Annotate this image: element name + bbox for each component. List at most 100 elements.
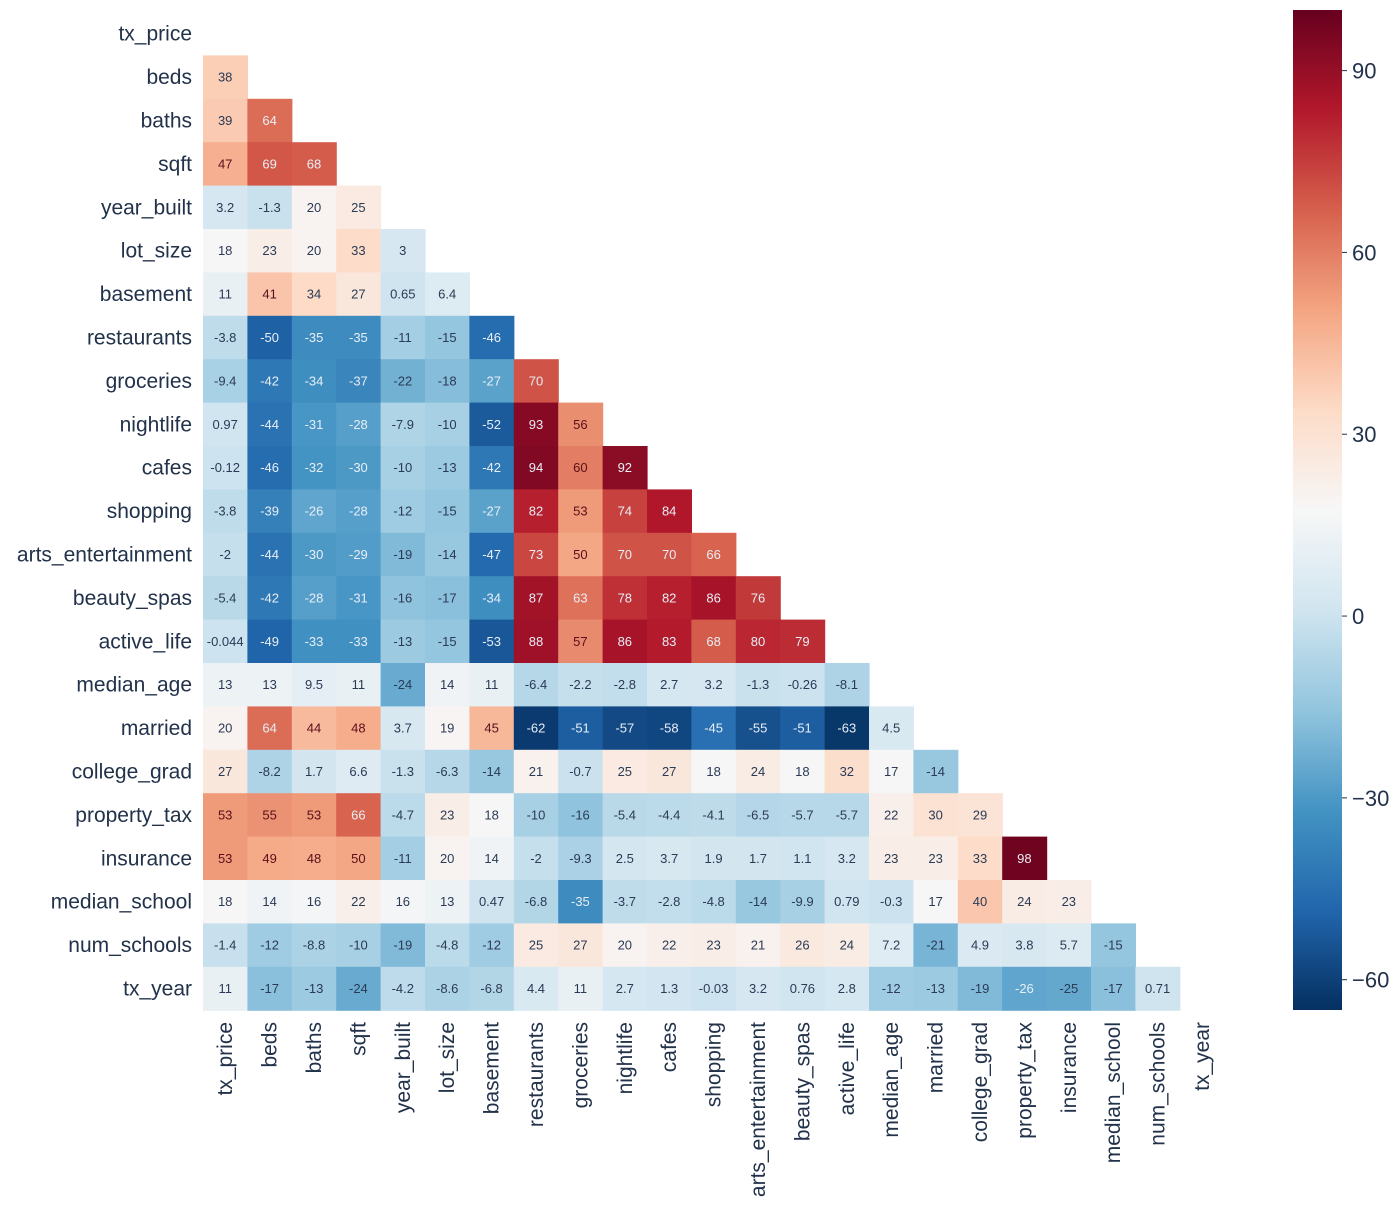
cell-value-label: -30 (349, 460, 368, 475)
cell-value-label: 64 (262, 721, 276, 736)
heatmap-cell-restaurants-year_built (380, 315, 426, 360)
cell-value-label: -8.8 (303, 938, 325, 953)
cell-value-label: -53 (482, 634, 501, 649)
heatmap-cell-insurance-arts_entertainment (735, 836, 781, 881)
heatmap-cell-beauty_spas-cafes (647, 576, 692, 621)
heatmap-cell-num_schools-groceries (558, 923, 604, 968)
cell-value-label: -28 (305, 590, 324, 605)
cell-value-label: -4.8 (702, 894, 724, 909)
cell-value-label: 27 (573, 938, 587, 953)
heatmap-cell-num_schools-arts_entertainment (735, 923, 781, 968)
cell-value-label: -16 (571, 807, 590, 822)
cell-value-label: 4.5 (882, 721, 900, 736)
heatmap-cell-active_life-lot_size (425, 619, 470, 664)
y-tick-label-num_schools: num_schools (68, 934, 192, 957)
x-tick-label-shopping: shopping (703, 1022, 726, 1107)
y-tick-label-tx_price: tx_price (118, 23, 192, 46)
colorbar-gradient (1293, 10, 1342, 1010)
heatmap-cell-groceries-lot_size (425, 359, 470, 404)
cell-value-label: -12 (393, 504, 412, 519)
cell-value-label: 23 (262, 243, 276, 258)
x-tick-label-tx_price: tx_price (214, 1022, 237, 1096)
cell-value-label: 33 (973, 851, 987, 866)
y-tick-label-lot_size: lot_size (121, 240, 192, 263)
heatmap-cell-property_tax-tx_price (203, 793, 248, 838)
heatmap-cell-nightlife-tx_price (203, 402, 248, 447)
cell-value-label: -29 (349, 547, 368, 562)
cell-value-label: 82 (662, 590, 676, 605)
x-tick-label-beauty_spas: beauty_spas (791, 1022, 814, 1141)
cell-value-label: -34 (482, 590, 501, 605)
heatmap-cell-tx_year-sqft (336, 966, 382, 1011)
heatmap-cell-insurance-baths (291, 836, 337, 881)
heatmap-cell-insurance-college_grad (957, 836, 1003, 881)
cell-value-label: 3.2 (838, 851, 856, 866)
heatmap-cell-tx_year-num_schools (1135, 966, 1181, 1011)
heatmap-cell-num_schools-median_age (869, 923, 914, 968)
colorbar-tick-label: 30 (1352, 422, 1376, 447)
heatmap-cell-median_age-baths (291, 663, 337, 707)
heatmap-cell-baths-beds (247, 98, 293, 143)
cell-value-label: 17 (928, 894, 942, 909)
heatmap-cell-insurance-sqft (336, 836, 382, 881)
cell-value-label: -0.03 (699, 981, 729, 996)
cell-value-label: 79 (795, 634, 809, 649)
cell-value-label: -19 (971, 981, 990, 996)
colorbar-tick-label: 60 (1352, 240, 1376, 265)
cell-value-label: -26 (1015, 981, 1034, 996)
cell-value-label: 2.8 (838, 981, 856, 996)
cell-value-label: 11 (218, 287, 232, 302)
heatmap-cell-insurance-active_life (824, 836, 870, 881)
heatmap-cell-basement-sqft (336, 272, 382, 317)
cell-value-label: 48 (307, 851, 321, 866)
heatmap-cell-year_built-sqft (336, 185, 382, 230)
heatmap-cell-insurance-year_built (380, 836, 426, 881)
cell-value-label: 83 (662, 634, 676, 649)
heatmap-cell-median_school-insurance (1046, 880, 1092, 924)
heatmap-cell-median_school-lot_size (425, 880, 470, 924)
heatmap-cell-cafes-lot_size (425, 446, 470, 490)
cell-value-label: -10 (393, 460, 412, 475)
heatmap-cell-property_tax-active_life (824, 793, 870, 838)
cell-value-label: 53 (218, 851, 232, 866)
cell-value-label: 3.7 (394, 721, 412, 736)
heatmap-cell-cafes-year_built (380, 446, 426, 490)
cell-value-label: 25 (351, 200, 365, 215)
cell-value-label: -30 (305, 547, 324, 562)
cell-value-label: -62 (527, 721, 546, 736)
heatmap-cell-shopping-nightlife (602, 489, 648, 534)
cell-value-label: -8.6 (436, 981, 458, 996)
heatmap-cell-median_school-college_grad (957, 880, 1003, 924)
heatmap-cell-tx_year-lot_size (425, 966, 470, 1011)
heatmap-cell-property_tax-beds (247, 793, 293, 838)
heatmap-cell-insurance-shopping (691, 836, 737, 881)
heatmap-cell-groceries-beds (247, 359, 293, 404)
heatmap-cell-nightlife-beds (247, 402, 293, 447)
cell-value-label: -45 (704, 721, 723, 736)
y-tick-label-basement: basement (100, 283, 192, 306)
heatmap-cell-lot_size-beds (247, 229, 293, 273)
heatmap-cell-median_school-year_built (380, 880, 426, 924)
heatmap-cell-college_grad-married (913, 749, 959, 794)
cell-value-label: -3.8 (214, 330, 236, 345)
heatmap-cell-tx_year-property_tax (1002, 966, 1048, 1011)
cell-value-label: 88 (529, 634, 543, 649)
heatmap-cell-beauty_spas-nightlife (602, 576, 648, 621)
heatmap-cell-property_tax-sqft (336, 793, 382, 838)
cell-value-label: 18 (218, 894, 232, 909)
heatmap-cell-num_schools-sqft (336, 923, 382, 968)
heatmap-cell-property_tax-college_grad (957, 793, 1003, 838)
cell-value-label: -4.2 (392, 981, 414, 996)
heatmap-cell-median_school-shopping (691, 880, 737, 924)
cell-value-label: 2.7 (660, 677, 678, 692)
heatmap-cell-median_age-beauty_spas (780, 663, 826, 707)
cell-value-label: -8.1 (836, 677, 858, 692)
cell-value-label: 1.3 (660, 981, 678, 996)
heatmap-cell-arts_entertainment-year_built (380, 532, 426, 577)
heatmap-cell-lot_size-sqft (336, 229, 382, 273)
cell-value-label: 18 (706, 764, 720, 779)
heatmap-cell-median_age-cafes (647, 663, 692, 707)
x-tick-label-arts_entertainment: arts_entertainment (747, 1022, 770, 1197)
cell-value-label: 11 (352, 677, 366, 692)
heatmap-cell-college_grad-restaurants (513, 749, 559, 794)
